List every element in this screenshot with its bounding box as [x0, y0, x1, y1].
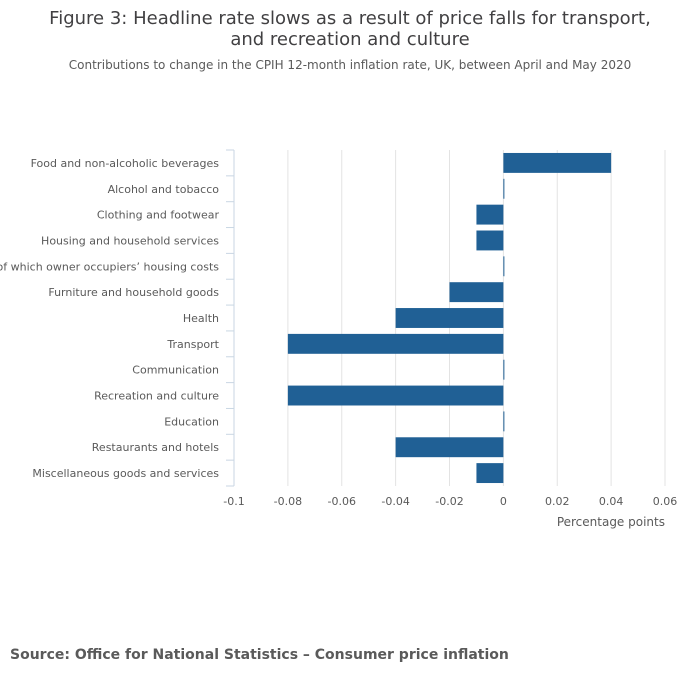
- x-tick-label: -0.02: [435, 495, 463, 508]
- bar: [503, 359, 505, 380]
- bar: [395, 308, 504, 328]
- bar: [476, 230, 504, 251]
- category-label: Restaurants and hotels: [92, 441, 219, 454]
- bar: [287, 333, 504, 354]
- x-tick-label: 0.04: [599, 495, 624, 508]
- bar: [503, 152, 612, 173]
- x-tick-label: -0.08: [274, 495, 302, 508]
- category-label: Communication: [132, 364, 219, 377]
- category-label: Miscellaneous goods and services: [32, 467, 219, 480]
- source-note: Source: Office for National Statistics –…: [10, 647, 509, 663]
- bar: [449, 282, 504, 303]
- x-tick-label: -0.06: [328, 495, 356, 508]
- chart-subtitle: Contributions to change in the CPIH 12-m…: [68, 58, 632, 72]
- bar: [503, 256, 505, 277]
- category-label: Recreation and culture: [94, 390, 219, 403]
- category-label: Education: [164, 415, 219, 428]
- category-label: Health: [183, 312, 219, 325]
- x-tick-label: -0.1: [223, 495, 244, 508]
- x-axis-label: Percentage points: [557, 515, 665, 529]
- category-label: Transport: [166, 338, 219, 351]
- x-tick-label: -0.04: [381, 495, 409, 508]
- category-label: Food and non-alcoholic beverages: [31, 157, 220, 170]
- x-tick-label: 0.02: [545, 495, 570, 508]
- category-label: Clothing and footwear: [97, 209, 220, 222]
- category-label: Alcohol and tobacco: [108, 183, 220, 196]
- chart-title: Figure 3: Headline rate slows as a resul…: [49, 8, 651, 50]
- bar: [395, 437, 504, 458]
- category-label: Housing and household services: [41, 234, 219, 247]
- category-label: of which owner occupiers’ housing costs: [0, 260, 219, 273]
- category-label: Furniture and household goods: [48, 286, 219, 299]
- bar: [287, 385, 504, 406]
- bar: [476, 204, 504, 225]
- bar: [476, 463, 504, 484]
- bar: [503, 411, 505, 432]
- x-tick-label: 0.06: [653, 495, 678, 508]
- bar: [503, 178, 505, 199]
- x-tick-label: 0: [500, 495, 507, 508]
